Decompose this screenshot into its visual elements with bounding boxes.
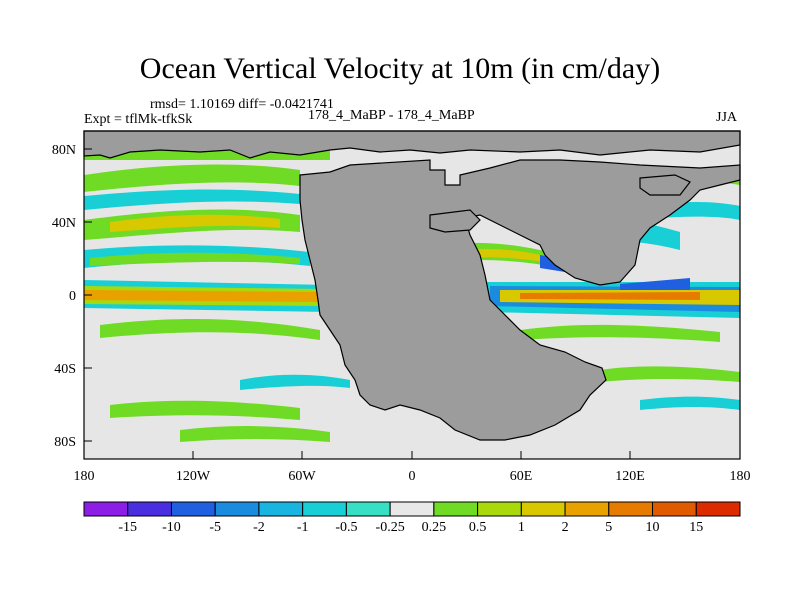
stats-label: rmsd= 1.10169 diff= -0.0421741 [150,97,334,112]
colorbar-tick-label: 10 [646,520,660,535]
colorbar-tick-label: -1 [297,520,309,535]
eq-band-east-core [520,292,700,300]
np-band-2 [84,189,300,210]
plot-title: Ocean Vertical Velocity at 10m (in cm/da… [139,52,661,85]
colorbar [83,501,741,517]
lon-label-180w: 180 [74,469,95,484]
experiment-label: Expt = tflMk-tfkSk [84,112,193,127]
colorbar-tick-label: -2 [253,520,265,535]
tick-marks [83,148,741,459]
colorbar-tick-label: 2 [562,520,569,535]
np-band-4-core [90,252,300,266]
ni-band-2-core [460,248,545,262]
si-band-3 [640,396,740,410]
arctic-land [83,130,741,159]
eq-blue-patch [620,278,690,290]
colorbar-swatch [258,501,304,517]
colorbar-swatch [389,501,435,517]
colorbar-swatch [127,501,172,517]
colorbar-swatch [214,501,260,517]
np-band-1 [84,164,300,192]
lat-label-80s: 80S [54,435,76,450]
colorbar-swatch [608,501,654,517]
colorbar-swatch [83,501,129,517]
lat-label-80n: 80N [52,143,76,158]
si-band-1 [520,324,720,342]
sp-band-2 [110,400,300,420]
sp-band-4 [240,374,350,390]
colorbar-tick-label: 0.5 [469,520,487,535]
lon-label-60e: 60E [510,469,533,484]
lon-label-180e: 180 [730,469,751,484]
case-label: 178_4_MaBP - 178_4_MaBP [308,108,475,123]
eq-band-west-core [84,290,318,302]
colorbar-swatch [520,501,566,517]
lon-label-0: 0 [409,469,416,484]
colorbar-tick-label: -15 [118,520,137,535]
island-east [429,209,481,233]
colorbar-swatch [477,501,522,517]
lat-label-40n: 40N [52,216,76,231]
sp-band-1 [100,318,320,340]
island-ne [639,174,691,196]
colorbar-tick-label: 15 [689,520,703,535]
colorbar-tick-label: -5 [209,520,221,535]
continent [299,159,741,441]
colorbar-tick-label: 5 [605,520,612,535]
colorbar-swatch [345,501,391,517]
lon-label-120w: 120W [176,469,211,484]
colorbar-swatch [170,501,216,517]
colorbar-swatch [564,501,610,517]
sp-band-3 [180,426,330,442]
colorbar-swatch [433,501,479,517]
colorbar-tick-label: 0.25 [422,520,447,535]
colorbar-swatch [652,501,697,517]
colorbar-tick-label: -10 [162,520,181,535]
si-band-2 [600,366,740,382]
colorbar-tick-label: 1 [518,520,525,535]
colorbar-swatch [302,501,347,517]
colorbar-tick-label: -0.5 [335,520,357,535]
velocity-field [84,150,740,442]
lon-label-120e: 120E [615,469,645,484]
season-label: JJA [716,110,738,125]
lat-label-40s: 40S [54,362,76,377]
colorbar-swatch [695,501,741,517]
lon-label-60w: 60W [288,469,316,484]
lat-label-0: 0 [69,289,76,304]
np-band-3-core [110,214,280,232]
colorbar-labels: -15 -10 -5 -2 -1 -0.5 -0.25 0.25 0.5 1 2 5 10 15 [118,520,703,535]
colorbar-tick-label: -0.25 [376,520,405,535]
